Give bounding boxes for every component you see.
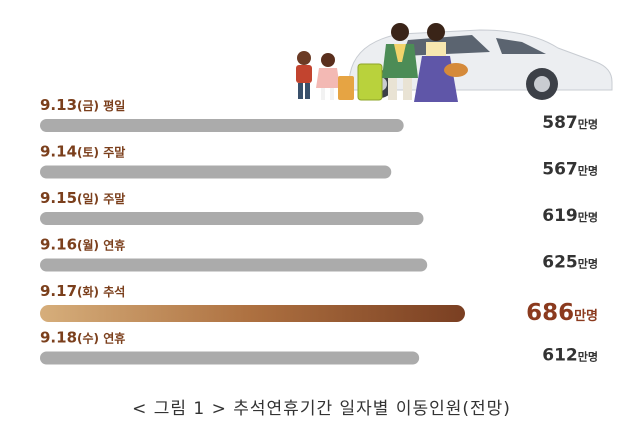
category-label: 9.17(화) 추석 (40, 282, 125, 300)
girl-icon (316, 53, 340, 100)
bar (40, 165, 392, 179)
value-label: 625만명 (542, 253, 598, 273)
bar (40, 351, 420, 365)
category-label: 9.14(토) 주말 (40, 143, 125, 161)
category-label: 9.13(금) 평일 (40, 96, 125, 114)
yellow-suitcase-icon (357, 63, 383, 101)
bar (40, 305, 465, 322)
value-label: 567만명 (542, 160, 598, 180)
value-label: 686만명 (526, 300, 598, 326)
bar (40, 258, 428, 272)
bar (40, 212, 424, 225)
family-car-icon (296, 23, 613, 102)
category-label: 9.15(일) 주말 (40, 189, 125, 207)
orange-suitcase-icon (338, 76, 354, 100)
bar (40, 119, 404, 132)
category-label: 9.16(월) 연휴 (40, 236, 125, 254)
value-label: 612만명 (542, 346, 598, 366)
man-hanbok-icon (382, 23, 418, 100)
value-label: 587만명 (542, 113, 598, 133)
figure-caption: < 그림 1 > 추석연휴기간 일자별 이동인원(전망) (132, 399, 511, 419)
boy-icon (296, 51, 312, 99)
value-label: 619만명 (542, 206, 598, 226)
woman-hanbok-icon (414, 23, 468, 102)
category-label: 9.18(수) 연휴 (40, 329, 125, 347)
